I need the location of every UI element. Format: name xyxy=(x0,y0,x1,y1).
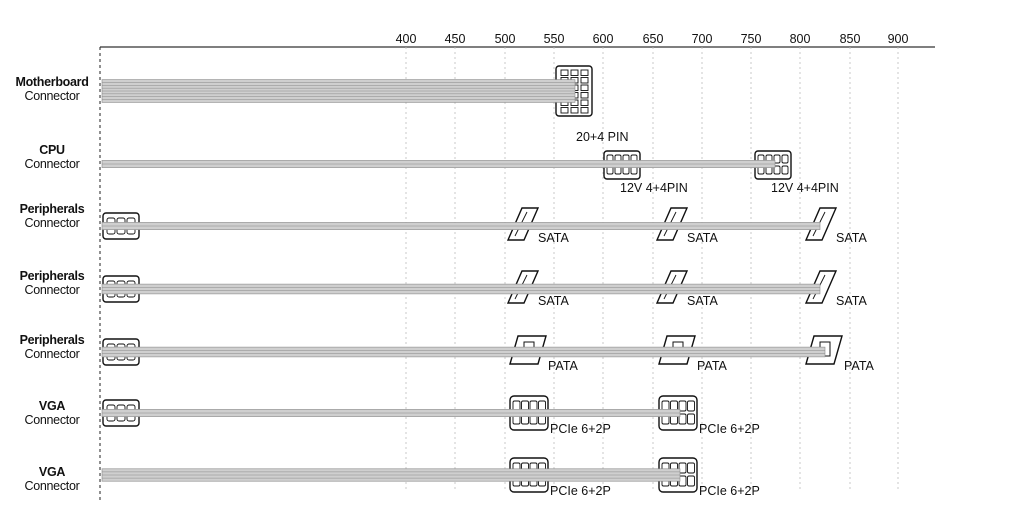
row-subtitle: Connector xyxy=(24,89,80,103)
pcie-pin xyxy=(678,400,687,412)
connector-label: 12V 4+4PIN xyxy=(620,181,688,195)
cpu-connector: 12V 4+4PIN xyxy=(603,150,688,195)
atx-connector: 20+4 PIN xyxy=(555,65,628,144)
cable-body xyxy=(101,346,826,358)
atx-pin xyxy=(560,69,569,76)
pcie-pin xyxy=(687,475,695,487)
cable-row: 12V 4+4PIN 12V 4+4PIN xyxy=(603,150,839,195)
scale-tick-label: 550 xyxy=(544,32,565,46)
pcie-pin xyxy=(687,413,695,425)
scale-tick-label: 450 xyxy=(445,32,466,46)
cable-6 xyxy=(101,409,681,417)
sata-connector: SATA xyxy=(804,270,867,308)
row-subtitle: Connector xyxy=(24,479,80,493)
cable-3 xyxy=(101,222,821,230)
row-title: VGA xyxy=(38,465,66,479)
row-subtitle: Connector xyxy=(24,157,80,171)
atx-pin xyxy=(570,107,579,114)
connector-label: SATA xyxy=(836,231,867,245)
atx-pin xyxy=(570,69,579,76)
atx-pin xyxy=(580,84,589,91)
scale-tick-label: 800 xyxy=(790,32,811,46)
scale-tick-label: 850 xyxy=(840,32,861,46)
pcie-pin xyxy=(687,462,695,474)
row-title: Peripherals xyxy=(19,333,85,347)
atx-pin xyxy=(560,107,569,114)
row-label-vga-1: VGA Connector xyxy=(4,399,100,427)
connector-label: PCIe 6+2P xyxy=(699,484,760,498)
sata-connector: SATA xyxy=(804,207,867,245)
atx-pin xyxy=(580,77,589,84)
scale-tick-label: 500 xyxy=(495,32,516,46)
row-label-vga-2: VGA Connector xyxy=(4,465,100,493)
row-label-peripherals-3: Peripherals Connector xyxy=(4,333,100,361)
cable-row: PCIe 6+2P PCIe 6+2P xyxy=(102,395,760,436)
atx-pin xyxy=(580,92,589,99)
connector-label: SATA xyxy=(687,231,718,245)
connector-label: PCIe 6+2P xyxy=(550,422,611,436)
scale-tick-label: 700 xyxy=(692,32,713,46)
connector-label: PATA xyxy=(697,359,728,373)
scale-tick-label: 400 xyxy=(396,32,417,46)
scale-tick-label: 600 xyxy=(593,32,614,46)
connector-label: PATA xyxy=(844,359,875,373)
row-subtitle: Connector xyxy=(24,347,80,361)
atx-pin xyxy=(580,99,589,106)
cable-body xyxy=(101,283,821,295)
cpu-pin xyxy=(773,154,781,164)
pcie-pin xyxy=(678,413,687,425)
cable-7 xyxy=(101,468,681,482)
cpu-connector: 12V 4+4PIN xyxy=(754,150,839,195)
cpu-pin xyxy=(781,165,789,175)
connector-label: PATA xyxy=(548,359,579,373)
cpu-pin xyxy=(781,154,789,164)
cable-2 xyxy=(101,160,776,168)
row-subtitle: Connector xyxy=(24,216,80,230)
connector-label: SATA xyxy=(538,294,569,308)
row-title: Motherboard xyxy=(15,75,89,89)
row-label-cpu: CPU Connector xyxy=(4,143,100,171)
scale-tick-label: 900 xyxy=(888,32,909,46)
row-label-motherboard: Motherboard Connector xyxy=(4,75,100,103)
cable-row: 20+4 PIN xyxy=(555,65,628,144)
cpu-pin xyxy=(773,165,781,175)
atx-pin xyxy=(580,107,589,114)
atx-pin xyxy=(580,69,589,76)
connector-label: SATA xyxy=(538,231,569,245)
connector-label: 20+4 PIN xyxy=(576,130,628,144)
connector-label: PCIe 6+2P xyxy=(550,484,611,498)
cable-1 xyxy=(101,79,576,103)
cable-5 xyxy=(101,346,826,358)
sata-connector-body xyxy=(804,207,838,241)
pcie-pin xyxy=(687,400,695,412)
pcie-pin xyxy=(678,462,687,474)
sata-connector-body xyxy=(804,270,838,304)
connector-label: SATA xyxy=(687,294,718,308)
row-title: Peripherals xyxy=(19,269,85,283)
row-subtitle: Connector xyxy=(24,413,80,427)
connector-label: PCIe 6+2P xyxy=(699,422,760,436)
row-title: VGA xyxy=(38,399,66,413)
row-label-peripherals-2: Peripherals Connector xyxy=(4,269,100,297)
connector-label: SATA xyxy=(836,294,867,308)
scale-tick-label: 750 xyxy=(741,32,762,46)
connector-label: 12V 4+4PIN xyxy=(771,181,839,195)
row-subtitle: Connector xyxy=(24,283,80,297)
row-title: CPU xyxy=(39,143,65,157)
row-label-peripherals-1: Peripherals Connector xyxy=(4,202,100,230)
row-title: Peripherals xyxy=(19,202,85,216)
scale-tick-label: 650 xyxy=(643,32,664,46)
cable-4 xyxy=(101,283,821,295)
